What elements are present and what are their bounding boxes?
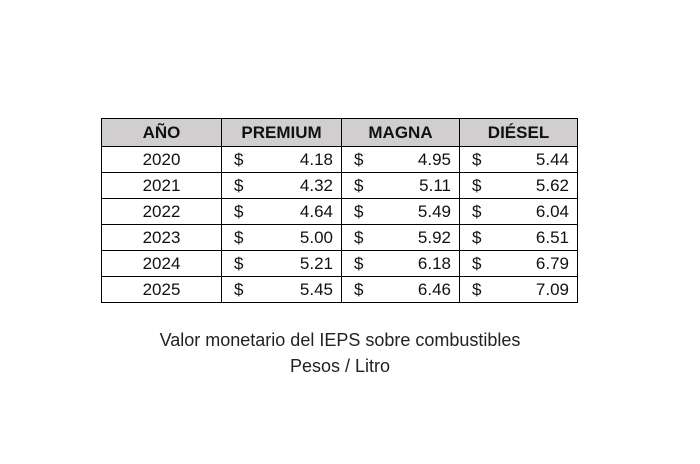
- magna-value: 6.46: [417, 279, 451, 299]
- currency-symbol: $: [472, 149, 482, 169]
- premium-value: 5.00: [299, 227, 333, 247]
- ieps-table: AÑO PREMIUM MAGNA DIÉSEL 2020 $4.18 $4.9…: [101, 118, 578, 303]
- diesel-cell: $6.04: [459, 198, 578, 225]
- currency-symbol: $: [234, 175, 244, 195]
- premium-cell: $5.45: [221, 276, 342, 303]
- column-header-diesel: DIÉSEL: [459, 118, 578, 147]
- premium-cell: $5.00: [221, 224, 342, 251]
- table-caption-title: Valor monetario del IEPS sobre combustib…: [159, 330, 521, 350]
- magna-value: 5.92: [417, 227, 451, 247]
- column-header-premium: PREMIUM: [221, 118, 342, 147]
- currency-symbol: $: [354, 201, 364, 221]
- premium-cell: $4.32: [221, 172, 342, 199]
- column-header-magna: MAGNA: [341, 118, 460, 147]
- column-header-year: AÑO: [101, 118, 222, 147]
- currency-symbol: $: [354, 149, 364, 169]
- currency-symbol: $: [354, 253, 364, 273]
- magna-cell: $6.46: [341, 276, 460, 303]
- premium-value: 4.18: [299, 149, 333, 169]
- currency-symbol: $: [354, 175, 364, 195]
- year-cell: 2020: [101, 146, 222, 173]
- currency-symbol: $: [354, 279, 364, 299]
- diesel-value: 6.79: [535, 253, 569, 273]
- magna-value: 5.11: [419, 175, 451, 195]
- premium-cell: $5.21: [221, 250, 342, 277]
- currency-symbol: $: [234, 253, 244, 273]
- diesel-cell: $5.62: [459, 172, 578, 199]
- table-row: 2024 $5.21 $6.18 $6.79: [101, 250, 578, 277]
- premium-cell: $4.64: [221, 198, 342, 225]
- premium-cell: $4.18: [221, 146, 342, 173]
- diesel-cell: $5.44: [459, 146, 578, 173]
- premium-value: 4.64: [299, 201, 333, 221]
- year-cell: 2021: [101, 172, 222, 199]
- table-caption-units: Pesos / Litro: [289, 356, 391, 376]
- currency-symbol: $: [472, 227, 482, 247]
- table-row: 2023 $5.00 $5.92 $6.51: [101, 224, 578, 251]
- diesel-value: 5.44: [535, 149, 569, 169]
- currency-symbol: $: [234, 149, 244, 169]
- year-cell: 2025: [101, 276, 222, 303]
- magna-value: 4.95: [417, 149, 451, 169]
- magna-cell: $5.11: [341, 172, 460, 199]
- premium-value: 5.45: [299, 279, 333, 299]
- year-cell: 2024: [101, 250, 222, 277]
- table-row: 2020 $4.18 $4.95 $5.44: [101, 146, 578, 173]
- table-row: 2022 $4.64 $5.49 $6.04: [101, 198, 578, 225]
- currency-symbol: $: [354, 227, 364, 247]
- table-row: 2021 $4.32 $5.11 $5.62: [101, 172, 578, 199]
- diesel-value: 5.62: [535, 175, 569, 195]
- year-cell: 2022: [101, 198, 222, 225]
- currency-symbol: $: [472, 175, 482, 195]
- magna-cell: $6.18: [341, 250, 460, 277]
- magna-value: 5.49: [417, 201, 451, 221]
- table-header-row: AÑO PREMIUM MAGNA DIÉSEL: [101, 118, 578, 147]
- premium-value: 5.21: [299, 253, 333, 273]
- currency-symbol: $: [472, 201, 482, 221]
- magna-value: 6.18: [417, 253, 451, 273]
- diesel-value: 6.04: [535, 201, 569, 221]
- currency-symbol: $: [472, 253, 482, 273]
- diesel-value: 7.09: [535, 279, 569, 299]
- diesel-cell: $6.79: [459, 250, 578, 277]
- diesel-cell: $7.09: [459, 276, 578, 303]
- diesel-value: 6.51: [535, 227, 569, 247]
- currency-symbol: $: [472, 279, 482, 299]
- year-cell: 2023: [101, 224, 222, 251]
- currency-symbol: $: [234, 279, 244, 299]
- table-row: 2025 $5.45 $6.46 $7.09: [101, 276, 578, 303]
- ieps-table-container: AÑO PREMIUM MAGNA DIÉSEL 2020 $4.18 $4.9…: [101, 118, 578, 303]
- diesel-cell: $6.51: [459, 224, 578, 251]
- magna-cell: $5.49: [341, 198, 460, 225]
- premium-value: 4.32: [299, 175, 333, 195]
- currency-symbol: $: [234, 201, 244, 221]
- table-body: 2020 $4.18 $4.95 $5.44 2021 $4.32 $5.11 …: [101, 146, 578, 303]
- magna-cell: $5.92: [341, 224, 460, 251]
- magna-cell: $4.95: [341, 146, 460, 173]
- currency-symbol: $: [234, 227, 244, 247]
